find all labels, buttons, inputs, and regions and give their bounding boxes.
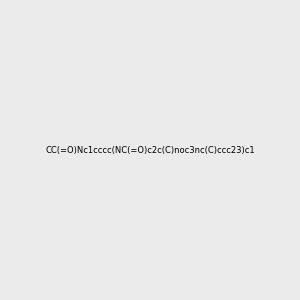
Text: CC(=O)Nc1cccc(NC(=O)c2c(C)noc3nc(C)ccc23)c1: CC(=O)Nc1cccc(NC(=O)c2c(C)noc3nc(C)ccc23… [45, 146, 255, 154]
